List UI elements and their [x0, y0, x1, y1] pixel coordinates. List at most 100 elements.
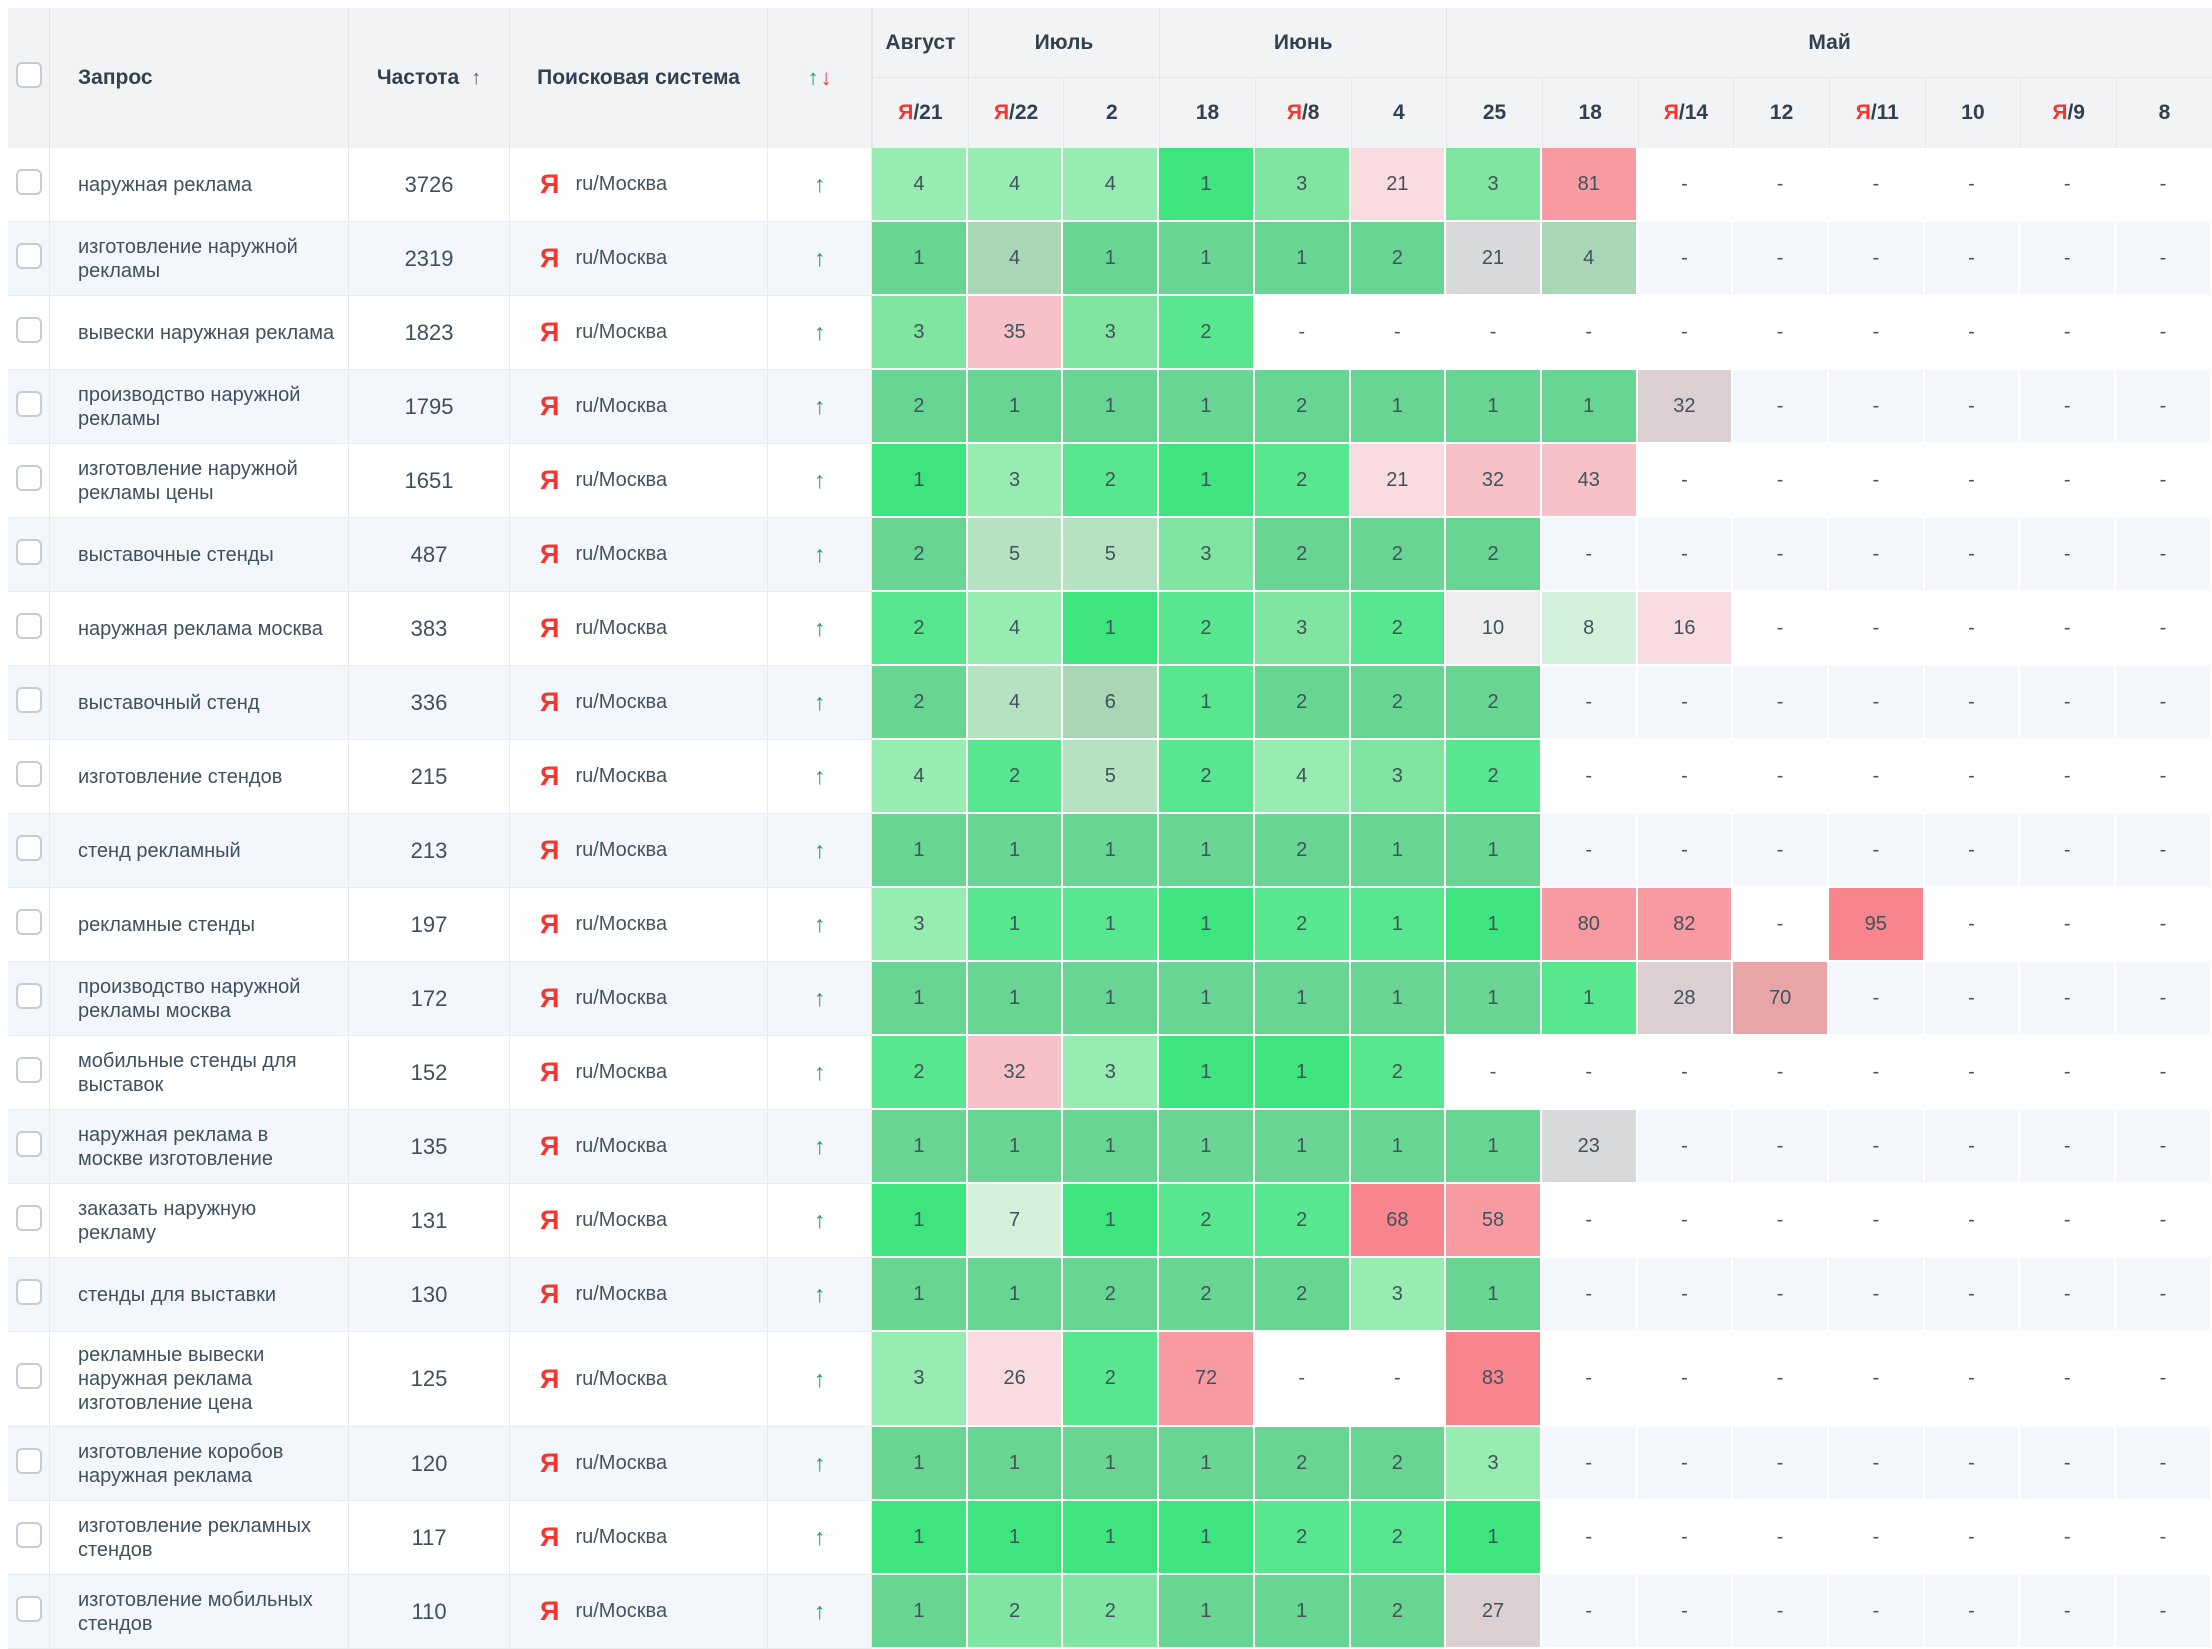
position-cell-empty[interactable]: - — [1828, 1036, 1925, 1110]
position-cell-empty[interactable]: - — [1541, 814, 1638, 888]
position-cell[interactable]: 3 — [872, 888, 968, 962]
position-cell-empty[interactable]: - — [1733, 592, 1829, 666]
position-cell-empty[interactable]: - — [2020, 222, 2117, 296]
position-cell[interactable]: 1 — [1159, 888, 1255, 962]
position-cell-empty[interactable]: - — [2116, 518, 2212, 592]
position-cell[interactable]: 1 — [872, 444, 968, 518]
position-cell[interactable]: 1 — [1063, 888, 1160, 962]
query-cell[interactable]: стенды для выставки — [50, 1258, 350, 1332]
position-cell[interactable]: 2 — [1350, 1036, 1447, 1110]
position-cell-empty[interactable]: - — [1828, 1332, 1925, 1427]
position-cell[interactable]: 23 — [1541, 1110, 1638, 1184]
position-cell[interactable]: 1 — [1159, 148, 1255, 222]
position-cell-empty[interactable]: - — [1637, 518, 1734, 592]
position-cell-empty[interactable]: - — [2116, 1427, 2212, 1501]
row-checkbox[interactable] — [15, 390, 42, 417]
position-cell[interactable]: 1 — [967, 1110, 1064, 1184]
position-cell-empty[interactable]: - — [1924, 962, 2021, 1036]
position-cell[interactable]: 4 — [967, 148, 1064, 222]
position-cell[interactable]: 3 — [872, 296, 968, 370]
position-cell[interactable]: 2 — [872, 666, 968, 740]
date-column-header[interactable]: Я/21 — [872, 77, 968, 148]
date-column-header[interactable]: Я/9 — [2020, 77, 2117, 148]
position-cell[interactable]: 4 — [967, 222, 1064, 296]
position-cell-empty[interactable]: - — [1828, 962, 1925, 1036]
position-cell-empty[interactable]: - — [2020, 666, 2117, 740]
row-checkbox[interactable] — [15, 760, 42, 787]
position-cell-empty[interactable]: - — [1446, 296, 1542, 370]
position-cell[interactable]: 2 — [1254, 370, 1351, 444]
position-cell-empty[interactable]: - — [1254, 296, 1351, 370]
position-cell-empty[interactable]: - — [2020, 370, 2117, 444]
query-cell[interactable]: заказать наружную рекламу — [50, 1184, 350, 1258]
position-cell-empty[interactable]: - — [1350, 296, 1447, 370]
position-cell-empty[interactable]: - — [1733, 148, 1829, 222]
position-cell[interactable]: 1 — [872, 814, 968, 888]
position-cell[interactable]: 70 — [1733, 962, 1829, 1036]
position-cell[interactable]: 1 — [1350, 888, 1447, 962]
position-cell[interactable]: 1 — [1063, 222, 1160, 296]
position-cell[interactable]: 1 — [1254, 1575, 1351, 1649]
position-cell[interactable]: 5 — [1063, 518, 1160, 592]
position-cell[interactable]: 2 — [1254, 444, 1351, 518]
position-cell-empty[interactable]: - — [2020, 888, 2117, 962]
row-checkbox[interactable] — [15, 464, 42, 491]
position-cell-empty[interactable]: - — [2116, 1575, 2212, 1649]
position-cell-empty[interactable]: - — [1733, 1501, 1829, 1575]
position-cell[interactable]: 3 — [872, 1332, 968, 1427]
position-cell[interactable]: 2 — [1446, 740, 1542, 814]
position-cell[interactable]: 3 — [1254, 592, 1351, 666]
position-cell[interactable]: 3 — [1063, 296, 1160, 370]
position-cell-empty[interactable]: - — [2116, 1110, 2212, 1184]
position-cell[interactable]: 1 — [1254, 222, 1351, 296]
position-cell[interactable]: 2 — [1350, 1501, 1447, 1575]
position-cell-empty[interactable]: - — [2116, 1501, 2212, 1575]
row-checkbox[interactable] — [15, 1056, 42, 1083]
position-cell-empty[interactable]: - — [1637, 1184, 1734, 1258]
row-checkbox[interactable] — [15, 1278, 42, 1305]
position-cell-empty[interactable]: - — [1924, 1575, 2021, 1649]
position-cell-empty[interactable]: - — [1924, 148, 2021, 222]
position-cell-empty[interactable]: - — [1541, 518, 1638, 592]
row-checkbox[interactable] — [15, 316, 42, 343]
date-column-header[interactable]: 8 — [2116, 77, 2212, 148]
position-cell[interactable]: 1 — [1063, 1501, 1160, 1575]
position-cell-empty[interactable]: - — [1924, 1427, 2021, 1501]
position-cell-empty[interactable]: - — [1733, 444, 1829, 518]
position-cell-empty[interactable]: - — [1541, 1332, 1638, 1427]
position-cell[interactable]: 32 — [967, 1036, 1064, 1110]
position-cell[interactable]: 82 — [1637, 888, 1734, 962]
column-header-frequency[interactable]: Частота ↑ — [349, 8, 511, 148]
position-cell-empty[interactable]: - — [2116, 1258, 2212, 1332]
position-cell[interactable]: 2 — [872, 370, 968, 444]
position-cell-empty[interactable]: - — [2020, 1332, 2117, 1427]
position-cell-empty[interactable]: - — [1924, 1258, 2021, 1332]
position-cell[interactable]: 83 — [1446, 1332, 1542, 1427]
position-cell[interactable]: 1 — [1063, 962, 1160, 1036]
query-cell[interactable]: стенд рекламный — [50, 814, 350, 888]
position-cell-empty[interactable]: - — [1541, 1184, 1638, 1258]
position-cell-empty[interactable]: - — [1637, 296, 1734, 370]
row-checkbox[interactable] — [15, 1595, 42, 1622]
position-cell[interactable]: 72 — [1159, 1332, 1255, 1427]
column-header-trend[interactable]: ↑↓ — [768, 8, 873, 148]
row-checkbox[interactable] — [15, 908, 42, 935]
position-cell[interactable]: 1 — [1446, 1258, 1542, 1332]
position-cell-empty[interactable]: - — [1828, 1501, 1925, 1575]
position-cell[interactable]: 7 — [967, 1184, 1064, 1258]
position-cell-empty[interactable]: - — [2116, 444, 2212, 518]
position-cell-empty[interactable]: - — [1924, 370, 2021, 444]
position-cell[interactable]: 2 — [1159, 592, 1255, 666]
position-cell-empty[interactable]: - — [2020, 1427, 2117, 1501]
position-cell[interactable]: 1 — [1159, 1575, 1255, 1649]
position-cell[interactable]: 1 — [1446, 814, 1542, 888]
position-cell[interactable]: 27 — [1446, 1575, 1542, 1649]
position-cell-empty[interactable]: - — [1541, 1501, 1638, 1575]
position-cell-empty[interactable]: - — [1828, 1110, 1925, 1184]
position-cell-empty[interactable]: - — [1733, 222, 1829, 296]
position-cell[interactable]: 2 — [967, 1575, 1064, 1649]
position-cell[interactable]: 2 — [1254, 1184, 1351, 1258]
position-cell[interactable]: 1 — [1159, 370, 1255, 444]
position-cell-empty[interactable]: - — [1828, 518, 1925, 592]
position-cell[interactable]: 3 — [967, 444, 1064, 518]
